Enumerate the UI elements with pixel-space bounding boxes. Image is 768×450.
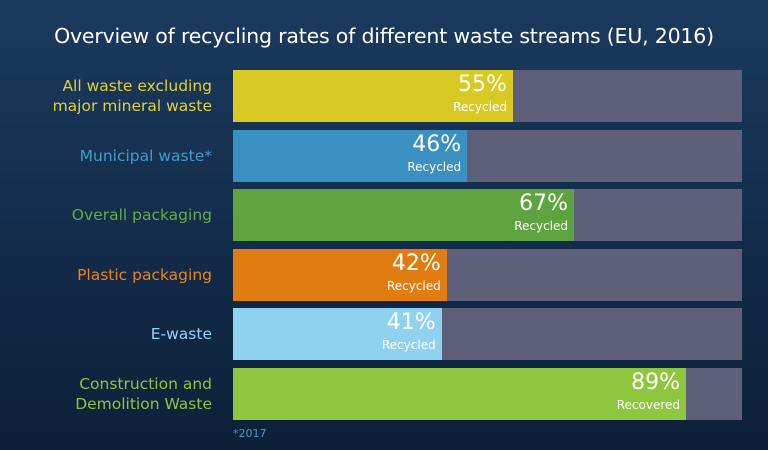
value-label: 55% — [458, 72, 507, 97]
bar-track: 41% Recycled — [233, 308, 742, 361]
bar-row: E-waste 41% Recycled — [0, 308, 768, 361]
value-label: 42% — [391, 250, 441, 276]
bar-row: Plastic packaging 42% Recycled — [0, 248, 768, 301]
category-label: Overall packaging — [71, 206, 212, 225]
bar-row: Overall packaging 67% Recycled — [0, 189, 768, 242]
value-sublabel: Recycled — [381, 338, 436, 353]
bar: 89% Recovered — [233, 368, 686, 420]
bar-row: Municipal waste* 46% Recycled — [0, 129, 768, 182]
category-label: E-waste — [150, 325, 212, 344]
value-label: 89% — [631, 370, 680, 395]
value-label: 67% — [519, 191, 569, 217]
chart-title: Overview of recycling rates of different… — [54, 24, 714, 48]
value-sublabel: Recycled — [453, 100, 507, 114]
bar: 41% Recycled — [233, 308, 442, 361]
bar-track: 89% Recovered — [233, 368, 742, 420]
value-sublabel: Recycled — [514, 219, 569, 234]
footnote: *2017 — [233, 427, 267, 440]
bar: 55% Recycled — [233, 70, 513, 122]
bar-row: All waste excluding major mineral waste 5… — [0, 70, 768, 122]
bar: 42% Recycled — [233, 248, 447, 301]
value-label: 46% — [412, 131, 462, 157]
bar: 67% Recycled — [233, 189, 575, 242]
value-sublabel: Recycled — [386, 278, 441, 293]
bar-track: 42% Recycled — [233, 248, 742, 301]
bar-track: 46% Recycled — [233, 129, 742, 182]
category-label: Municipal waste* — [79, 146, 212, 165]
value-label: 41% — [386, 310, 436, 336]
value-sublabel: Recycled — [407, 159, 462, 174]
value-sublabel: Recovered — [616, 398, 680, 412]
category-label: Construction and Demolition Waste — [75, 375, 212, 413]
bar-track: 55% Recycled — [233, 70, 742, 122]
bar: 46% Recycled — [233, 129, 468, 182]
category-label: All waste excluding major mineral waste — [52, 77, 212, 115]
bar-track: 67% Recycled — [233, 189, 742, 242]
category-label: Plastic packaging — [77, 265, 212, 284]
bar-row: Construction and Demolition Waste 89% Reco… — [0, 368, 768, 420]
